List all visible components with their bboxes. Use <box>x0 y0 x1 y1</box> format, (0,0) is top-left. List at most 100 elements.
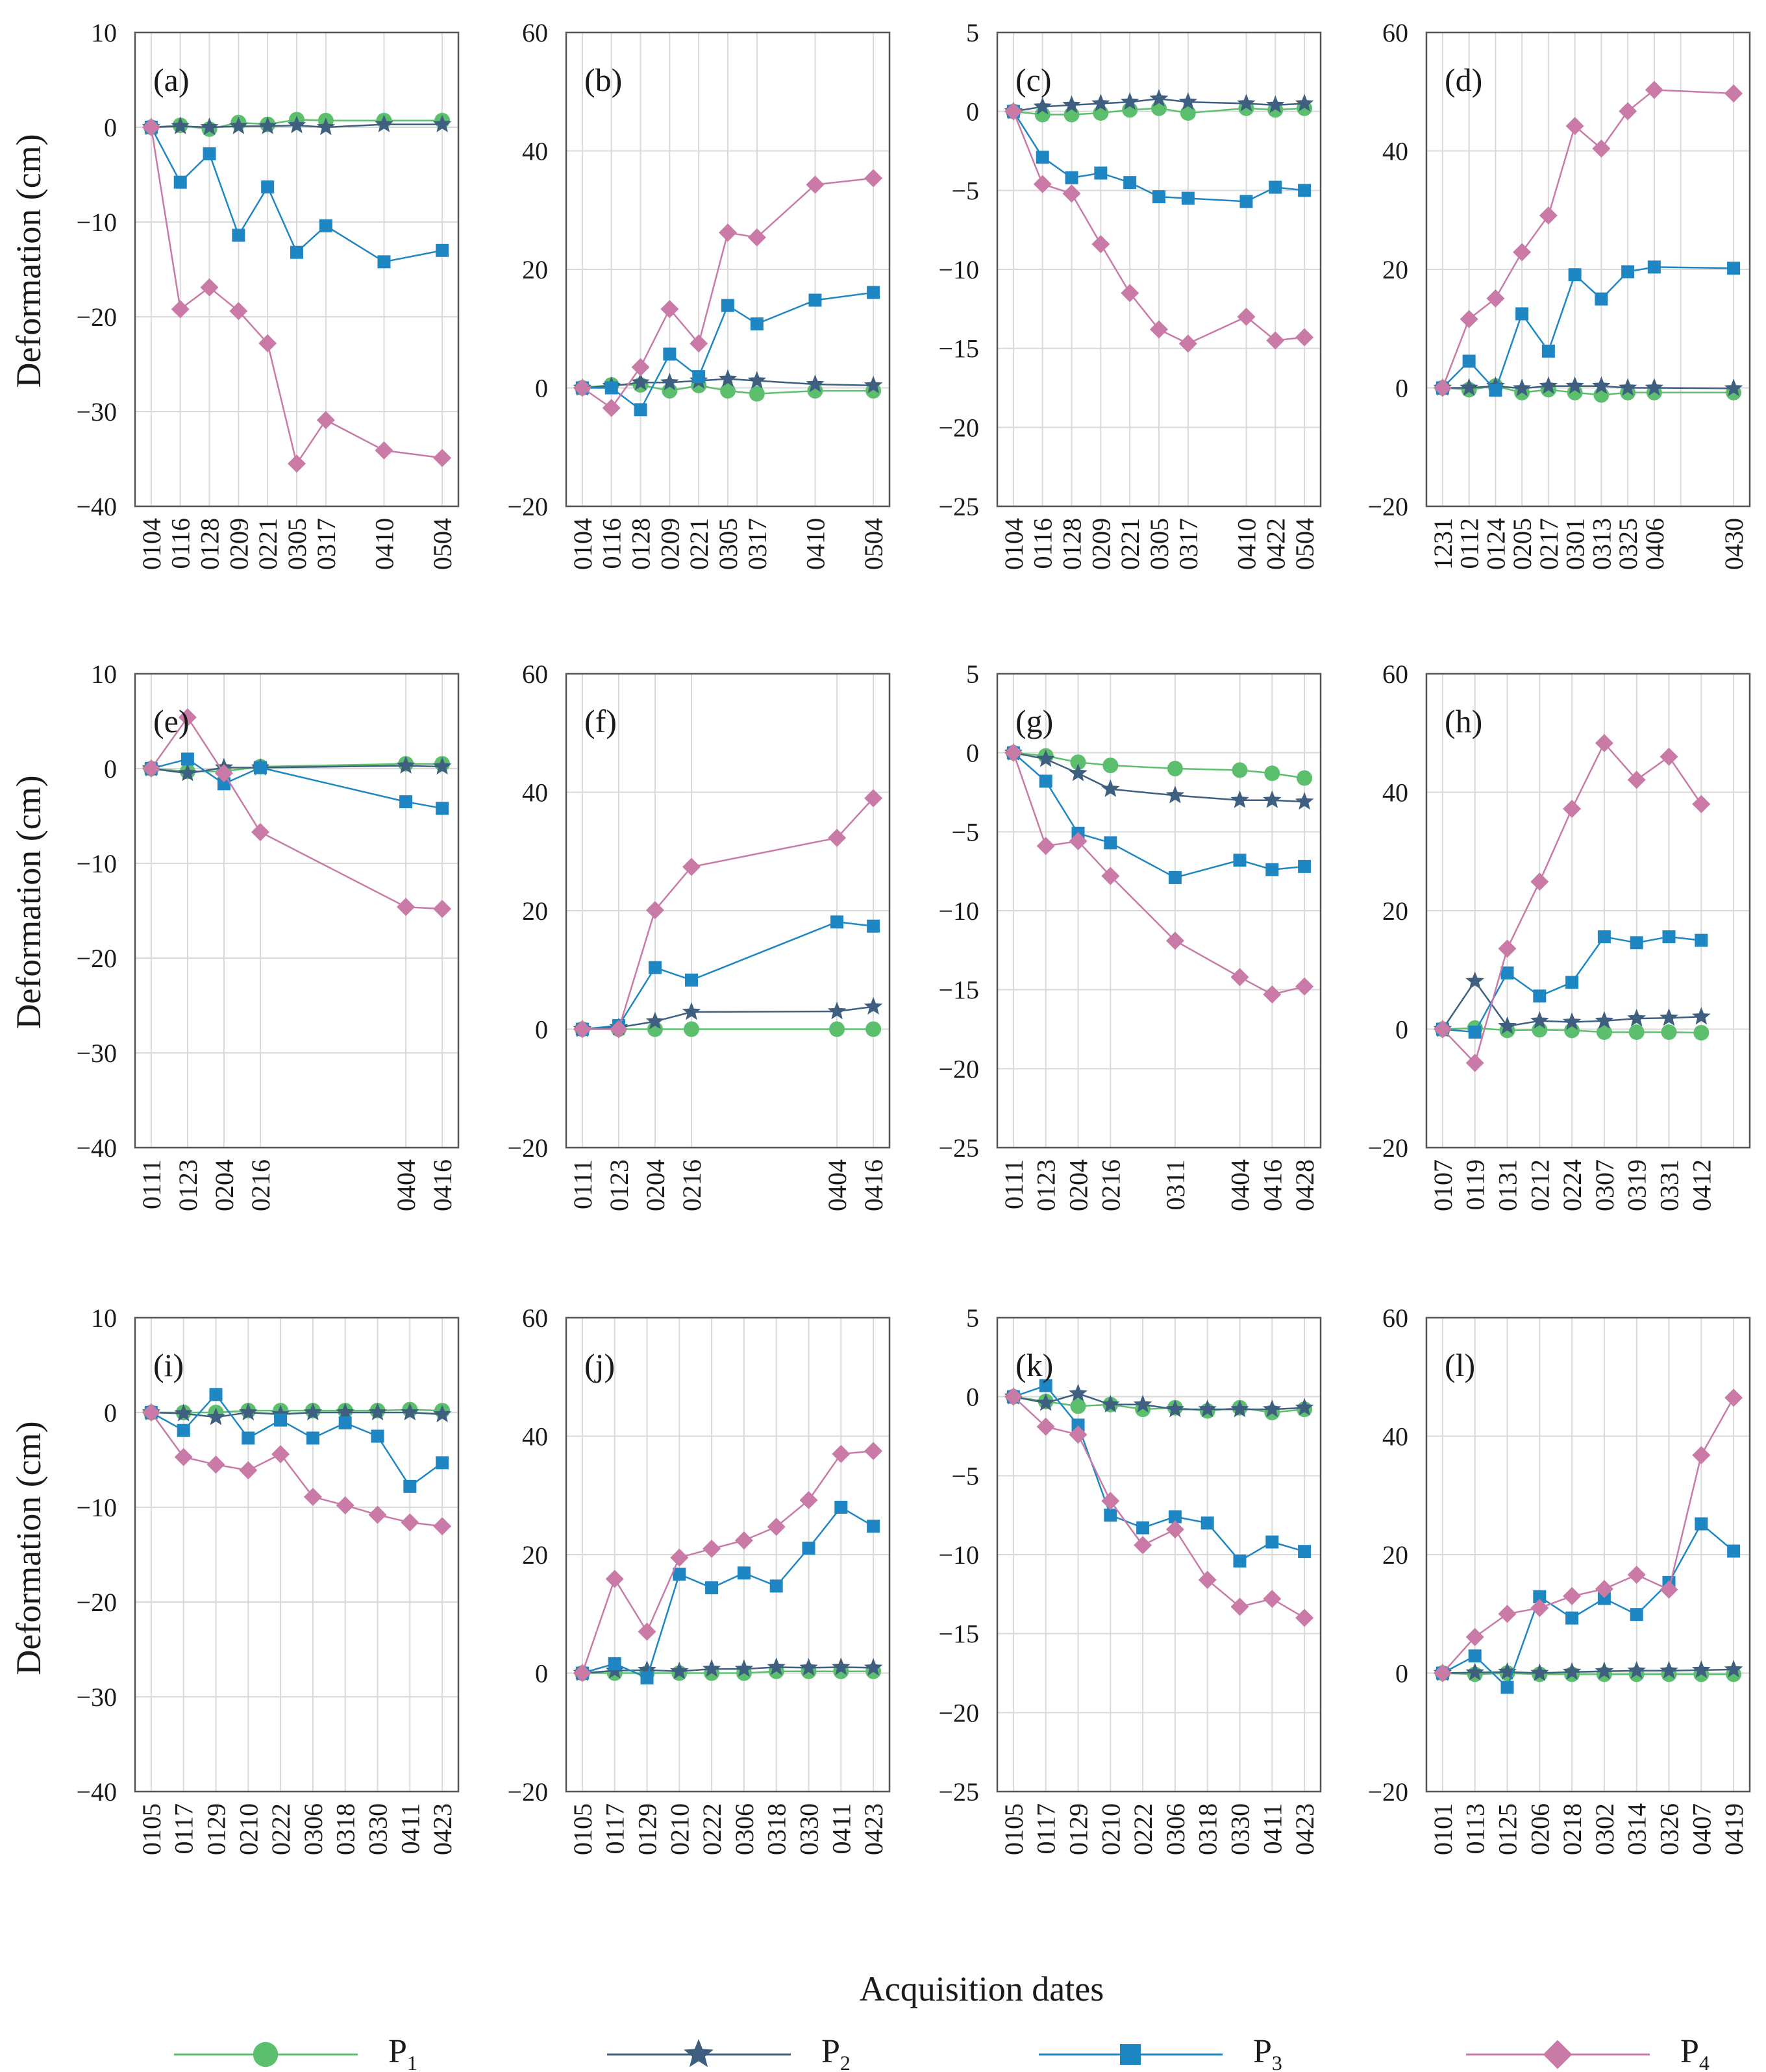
y-tick-label: −25 <box>938 1133 979 1163</box>
data-point-p3 <box>399 795 413 809</box>
data-point-p4 <box>397 898 416 917</box>
data-point-p4 <box>799 1491 818 1510</box>
x-tick-label: 0112 <box>1455 518 1484 569</box>
data-point-p2 <box>1660 1660 1678 1679</box>
legend-label: P3 <box>1253 2033 1282 2072</box>
x-tick-label: 0113 <box>1461 1803 1490 1855</box>
chart-panel-h: 60 40 20 0 −20 0107 0119 0131 0212 0224 0307 0319 03… <box>1367 660 1751 1211</box>
series-line-p4 <box>1441 1397 1735 1674</box>
data-point-p3 <box>648 961 662 974</box>
data-point-p2 <box>1530 1011 1549 1029</box>
data-point-p4 <box>271 1445 290 1464</box>
data-point-p4 <box>1295 977 1314 996</box>
data-point-p3 <box>750 317 764 330</box>
x-tick-label: 0101 <box>1428 1803 1458 1855</box>
legend-label: P4 <box>1680 2033 1710 2072</box>
data-point-p4 <box>1036 837 1055 856</box>
data-point-p4 <box>1033 175 1052 193</box>
data-point-p2 <box>864 375 883 393</box>
data-point-p3 <box>1039 774 1052 788</box>
x-tick-label: 0123 <box>604 1159 634 1211</box>
x-tick-label: 0210 <box>1096 1803 1125 1855</box>
data-point-p4 <box>368 1505 387 1524</box>
x-tick-label: 0204 <box>641 1159 670 1211</box>
series-line-p1 <box>1013 752 1305 779</box>
data-point-p3 <box>673 1568 686 1581</box>
data-point-p3 <box>232 228 245 242</box>
data-point-p4 <box>214 764 233 783</box>
data-point-p4 <box>1004 743 1023 762</box>
series-line-p4 <box>582 797 875 1030</box>
data-point-p4 <box>1237 308 1256 326</box>
y-tick-label: 60 <box>522 18 548 47</box>
y-tick-label: −20 <box>1367 1777 1408 1807</box>
data-point-p3 <box>1269 180 1282 194</box>
x-tick-label: 0104 <box>999 518 1028 570</box>
data-point-p2 <box>1627 1009 1646 1027</box>
data-point-p2 <box>1565 376 1584 394</box>
data-point-p3 <box>834 1501 848 1514</box>
series-line-p2 <box>1013 1392 1305 1411</box>
data-point-p4 <box>1101 867 1120 885</box>
x-tick-label: 0209 <box>655 518 684 570</box>
x-tick-label: 0204 <box>1064 1159 1093 1211</box>
data-point-p4 <box>178 708 197 727</box>
data-point-p2 <box>1595 1011 1614 1029</box>
x-tick-label: 0305 <box>1145 518 1174 570</box>
data-point-p4 <box>1134 1536 1152 1555</box>
y-axis-title-row-1: Deformation (cm) <box>9 134 48 388</box>
chart-panel-b: 60 40 20 0 −20 0104 0116 0128 0209 0221 0305 0317 04… <box>507 18 891 570</box>
y-tick-label: 20 <box>1382 255 1408 284</box>
data-point-p3 <box>1039 1379 1052 1392</box>
data-point-p3 <box>867 1520 880 1533</box>
x-tick-label: 0119 <box>1461 1159 1490 1211</box>
plot-frame <box>134 672 460 1149</box>
series-line-p3 <box>151 1393 443 1488</box>
y-tick-label: −5 <box>951 1461 979 1490</box>
data-point-p2 <box>401 1403 419 1421</box>
data-point-p2 <box>271 1404 290 1423</box>
data-point-p2 <box>1263 1400 1282 1418</box>
y-tick-label: 0 <box>966 97 979 127</box>
panel-label: (b) <box>584 62 622 98</box>
x-tick-label: 0325 <box>1613 518 1643 570</box>
data-point-p3 <box>1533 989 1547 1003</box>
data-point-p1 <box>1232 762 1248 778</box>
data-point-p2 <box>827 1002 847 1020</box>
data-point-p2 <box>1465 971 1484 989</box>
x-tick-label: 0209 <box>1086 518 1115 570</box>
chart-panel-j: 60 40 20 0 −20 0105 0117 0129 0210 0222 0306 0318 03… <box>507 1303 891 1855</box>
data-point-p2 <box>702 1659 721 1677</box>
data-point-p4 <box>1004 1387 1023 1406</box>
data-point-p3 <box>1595 292 1608 306</box>
x-tick-label: 0423 <box>428 1803 457 1855</box>
data-point-p3 <box>808 293 822 307</box>
x-tick-label: 0416 <box>1258 1159 1287 1211</box>
y-tick-label: 0 <box>1395 1015 1408 1044</box>
y-tick-label: 0 <box>966 739 979 768</box>
data-point-p4 <box>433 900 452 919</box>
data-point-p3 <box>1621 265 1635 278</box>
data-point-p2 <box>1033 97 1052 115</box>
x-axis-title: Acquisition dates <box>860 1969 1104 2008</box>
data-point-p3 <box>173 175 187 189</box>
panel-label: (j) <box>584 1347 615 1383</box>
data-point-p2 <box>303 1403 323 1421</box>
data-point-p3 <box>1695 1517 1708 1531</box>
x-tick-label: 0216 <box>246 1159 275 1211</box>
data-point-p3 <box>180 752 194 766</box>
data-point-p3 <box>608 1657 621 1670</box>
data-point-p1 <box>1180 105 1196 121</box>
data-point-p4 <box>1660 1580 1678 1599</box>
x-tick-label: 0129 <box>633 1803 662 1855</box>
panel-label: (d) <box>1445 62 1482 98</box>
y-tick-label: −15 <box>938 1620 979 1649</box>
data-point-p2 <box>432 1404 452 1423</box>
data-point-p3 <box>1662 930 1676 944</box>
data-point-p3 <box>737 1566 751 1580</box>
data-point-p4 <box>1266 331 1285 350</box>
panel-label: (k) <box>1015 1347 1053 1383</box>
data-point-p2 <box>1465 1662 1484 1681</box>
data-point-p4 <box>433 449 452 467</box>
data-point-p4 <box>401 1513 419 1532</box>
